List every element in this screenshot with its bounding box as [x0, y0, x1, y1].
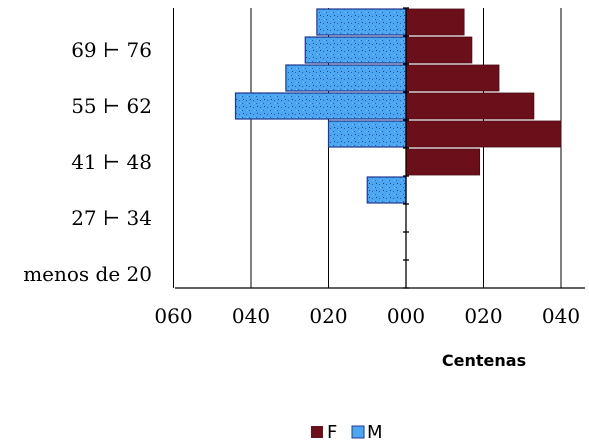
- category-label-0: menos de 20: [23, 262, 152, 286]
- category-label-4: 69 ⊢ 76: [71, 38, 152, 62]
- x-tick-label-0: 060: [154, 304, 192, 328]
- legend-label-f: F: [327, 422, 337, 443]
- bar-f-9: [405, 8, 465, 36]
- x-axis-unit-label: Centenas: [442, 351, 526, 370]
- bar-f-5: [405, 120, 562, 148]
- bars: [234, 8, 562, 204]
- bar-m-5: [327, 120, 407, 148]
- bar-f-7: [405, 64, 500, 92]
- category-label-2: 41 ⊢ 48: [71, 150, 152, 174]
- legend-swatch-f: [311, 426, 323, 438]
- bar-f-4: [405, 148, 481, 176]
- legend-label-m: M: [367, 422, 383, 443]
- bar-m-3: [366, 176, 407, 204]
- x-tick-label-3: 000: [387, 304, 425, 328]
- bar-m-6: [234, 92, 407, 120]
- bar-m-8: [304, 36, 407, 64]
- category-labels: menos de 20 27 ⊢ 34 41 ⊢ 48 55 ⊢ 62 69 ⊢ 76: [23, 38, 152, 286]
- legend-swatch-m: [351, 425, 365, 439]
- bar-m-7: [285, 64, 407, 92]
- x-tick-labels: 060 040 020 000 020 040: [154, 304, 580, 328]
- x-tick-label-1: 040: [232, 304, 270, 328]
- bar-m-9: [316, 8, 407, 36]
- legend: F M: [311, 422, 383, 443]
- category-label-3: 55 ⊢ 62: [71, 94, 152, 118]
- x-tick-label-2: 020: [309, 304, 347, 328]
- axes: [175, 7, 585, 289]
- bar-f-6: [405, 92, 535, 120]
- x-tick-label-5: 040: [542, 304, 580, 328]
- category-label-1: 27 ⊢ 34: [71, 206, 152, 230]
- bar-f-8: [405, 36, 473, 64]
- x-tick-label-4: 020: [464, 304, 502, 328]
